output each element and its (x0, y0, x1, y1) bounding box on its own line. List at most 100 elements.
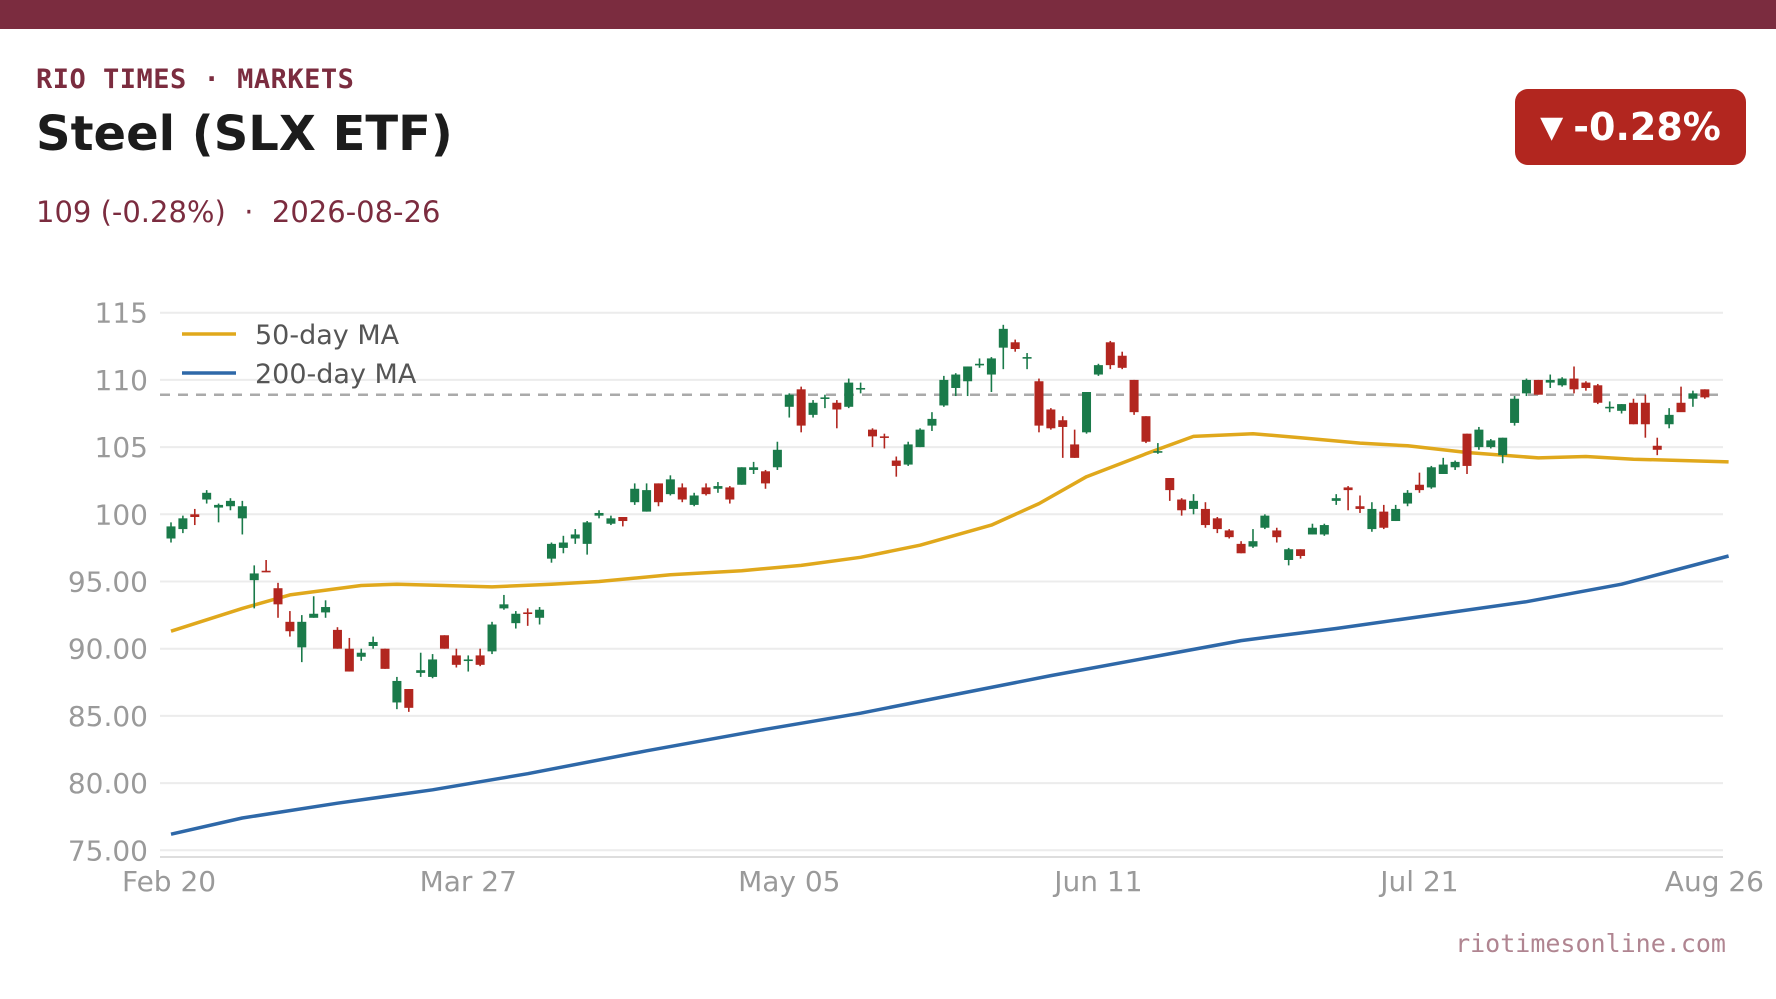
candle-body (416, 670, 426, 673)
legend-label-ma50: 50-day MA (255, 320, 400, 351)
candle-body (1034, 381, 1044, 426)
candle-body (463, 659, 473, 662)
candle-body (546, 543, 556, 559)
candle-body (1189, 500, 1199, 509)
publication-kicker: RIO TIMES · MARKETS (36, 64, 355, 95)
candle-body (1248, 541, 1258, 547)
candle-up (1093, 363, 1103, 376)
candle-down (653, 483, 663, 507)
candle-body (677, 487, 687, 500)
candle-up (1260, 514, 1270, 530)
page-title: Steel (SLX ETF) (36, 106, 453, 162)
candle-down (1034, 378, 1044, 433)
candle-down (701, 483, 711, 496)
candle-body (1355, 506, 1365, 509)
candle-body (689, 495, 699, 505)
candle-up (356, 648, 366, 661)
candle-up (784, 393, 794, 418)
candle-body (1331, 498, 1341, 501)
candle-down (261, 559, 271, 573)
candle-down (1628, 398, 1638, 425)
y-tick-label: 80.00 (68, 767, 148, 800)
candle-up (392, 676, 402, 710)
candle-up (749, 461, 759, 474)
candle-body (1058, 420, 1068, 427)
candle-up (808, 400, 818, 418)
candle-body (1700, 389, 1710, 398)
candle-body (428, 659, 438, 677)
candle-down (523, 608, 533, 626)
candle-up (1498, 437, 1508, 464)
candle-body (618, 516, 628, 522)
candle-down (1046, 408, 1056, 430)
candle-down (1343, 486, 1353, 511)
y-tick-label: 95.00 (68, 566, 148, 599)
y-tick-label: 105 (95, 431, 148, 464)
candle-body (832, 402, 842, 410)
candle-body (321, 607, 331, 613)
candle-body (404, 689, 414, 708)
candle-down (1533, 379, 1543, 395)
candle-up (630, 483, 640, 505)
candle-up (856, 382, 866, 394)
candle-up (915, 428, 925, 448)
candle-body (225, 500, 235, 507)
candle-body (1605, 406, 1615, 409)
candle-body (1165, 478, 1175, 491)
candle-body (1200, 508, 1210, 526)
y-tick-label: 110 (95, 364, 148, 397)
candle-down (451, 648, 461, 668)
x-tick-label: Feb 20 (122, 865, 216, 898)
candle-up (1521, 378, 1531, 397)
grid-lines (160, 311, 1723, 852)
candle-body (1391, 508, 1401, 522)
candle-down (332, 627, 342, 649)
candle-up (1545, 374, 1555, 388)
candle-down (891, 456, 901, 477)
candle-up (772, 441, 782, 470)
candle-body (1296, 549, 1306, 556)
candle-body (1403, 492, 1413, 504)
candle-body (309, 613, 319, 618)
candle-down (344, 637, 354, 672)
candle-body (1533, 379, 1543, 395)
candle-down (1200, 502, 1210, 528)
candle-body (1581, 382, 1591, 388)
candle-body (237, 506, 247, 519)
candle-body (1617, 404, 1627, 411)
candle-down (796, 386, 806, 433)
candle-up (546, 542, 556, 563)
candle-body (1652, 445, 1662, 450)
y-tick-label: 100 (95, 498, 148, 531)
x-tick-label: Jul 21 (1378, 865, 1458, 898)
candle-up (558, 535, 568, 554)
candle-up (249, 565, 259, 609)
candle-body (594, 512, 604, 516)
y-tick-label: 115 (95, 297, 148, 330)
candle-body (380, 648, 390, 669)
candle-up (1307, 523, 1317, 535)
candle-up (570, 529, 580, 544)
x-tick-label: Aug 26 (1665, 865, 1764, 898)
candle-up (297, 615, 307, 663)
candle-up (463, 655, 473, 672)
candle-body (368, 641, 378, 647)
candle-up (582, 521, 592, 555)
candle-body (963, 366, 973, 382)
candle-up (511, 611, 521, 629)
candle-body (1676, 402, 1686, 413)
candle-body (1105, 342, 1115, 366)
candle-body (761, 471, 770, 484)
candle-body (1010, 342, 1020, 350)
candle-body (1569, 378, 1579, 390)
candle-body (1224, 530, 1234, 538)
candle-up (998, 324, 1008, 370)
candle-up (487, 621, 497, 655)
candle-up (1474, 426, 1484, 450)
candle-body (558, 542, 568, 548)
candle-body (1129, 379, 1139, 413)
candle-body (725, 487, 735, 500)
candlesticks (166, 324, 1710, 712)
candle-up (713, 482, 723, 493)
